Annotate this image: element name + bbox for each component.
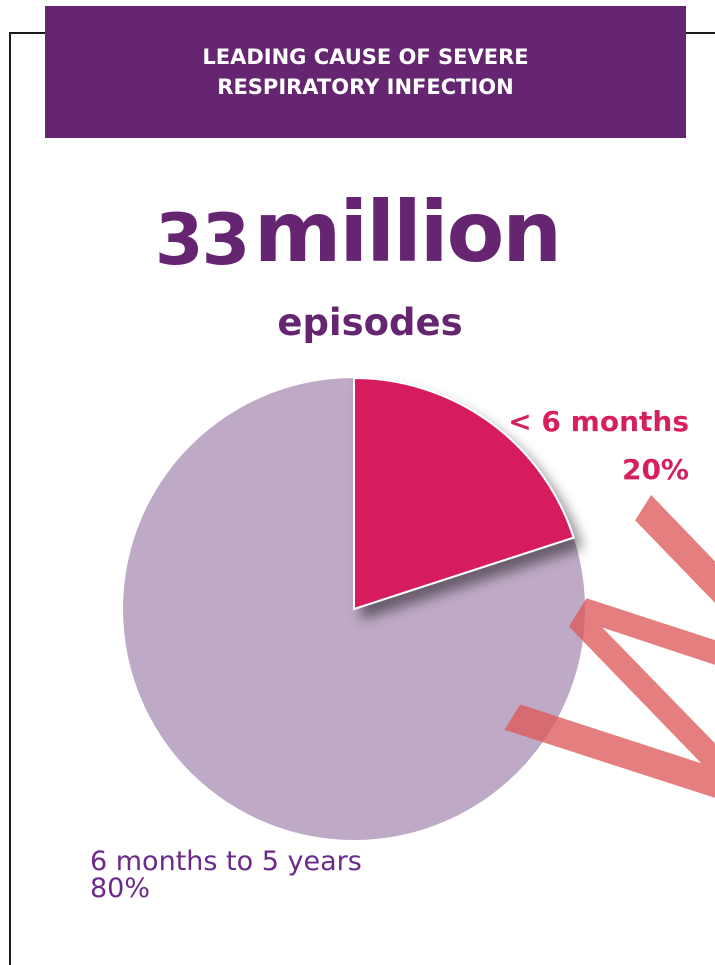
slice-label-6mo-to-5yr: 6 months to 5 years 80% bbox=[90, 848, 362, 902]
headline-number: 33 bbox=[154, 199, 250, 281]
frame-left-border bbox=[9, 32, 11, 965]
slice-label-under-6-months-name: < 6 months bbox=[508, 405, 689, 438]
frame-top-left-border bbox=[9, 32, 47, 34]
banner-line-1: LEADING CAUSE OF SEVERE bbox=[202, 45, 529, 69]
headline-subtitle: episodes bbox=[277, 301, 463, 344]
slice-label-under-6-months: < 6 months 20% bbox=[508, 398, 689, 494]
title-banner: LEADING CAUSE OF SEVERE RESPIRATORY INFE… bbox=[45, 6, 686, 138]
frame-top-right-border bbox=[686, 32, 715, 34]
banner-line-2: RESPIRATORY INFECTION bbox=[217, 75, 514, 99]
pie-slice-0 bbox=[353, 376, 575, 611]
headline-stat: 33 million bbox=[0, 183, 715, 281]
slice-label-under-6-months-value: 20% bbox=[621, 453, 689, 486]
slice-label-6mo-to-5yr-name: 6 months to 5 years bbox=[90, 846, 362, 877]
headline-unit: million bbox=[253, 183, 562, 281]
slice-label-6mo-to-5yr-value: 80% bbox=[90, 873, 151, 904]
